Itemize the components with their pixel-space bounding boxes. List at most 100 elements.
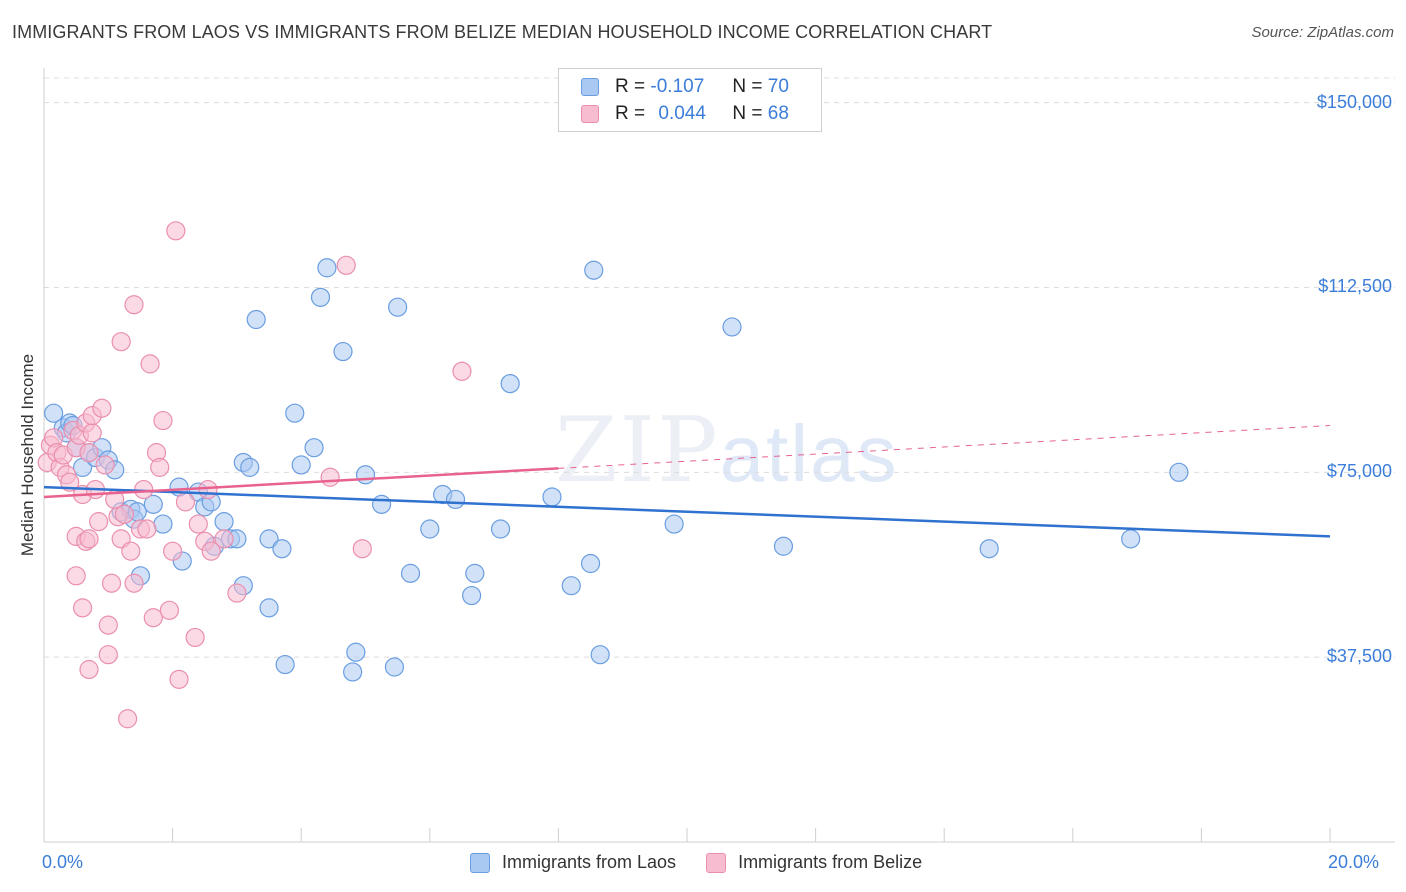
laos-point-66 (1169, 462, 1189, 482)
belize-n-label: N = (732, 103, 763, 124)
belize-point-14 (82, 423, 102, 443)
belize-point-19 (79, 529, 99, 549)
laos-point-25 (214, 512, 234, 532)
laos-swatch (581, 78, 599, 96)
y-tick-label-0: $37,500 (1326, 646, 1392, 667)
belize-point-49 (169, 669, 189, 689)
laos-n-value: 70 (767, 76, 789, 97)
laos-point-47 (388, 297, 408, 317)
belize-point-44 (150, 457, 170, 477)
laos-point-41 (333, 341, 353, 362)
laos-point-18 (153, 514, 173, 534)
series-legend-belize: Immigrants from Belize (706, 852, 922, 873)
belize-point-35 (121, 541, 141, 561)
belize-point-28 (101, 573, 122, 593)
belize-point-33 (114, 504, 134, 524)
laos-point-35 (275, 654, 295, 675)
laos-point-39 (310, 287, 331, 307)
belize-point-41 (140, 354, 160, 374)
belize-trend-line (43, 467, 559, 499)
laos-point-38 (304, 438, 324, 458)
laos-point-43 (346, 642, 366, 662)
belize-point-23 (89, 512, 109, 532)
belize-point-56 (214, 529, 234, 549)
belize-point-54 (198, 479, 218, 500)
watermark-atlas: atlas (719, 409, 899, 498)
laos-n-label: N = (732, 76, 763, 97)
chart-title: IMMIGRANTS FROM LAOS VS IMMIGRANTS FROM … (12, 22, 993, 42)
belize-trend-line-extension (558, 424, 1331, 469)
belize-point-40 (137, 519, 157, 539)
belize-point-46 (159, 600, 179, 620)
belize-point-32 (111, 332, 131, 352)
laos-point-62 (722, 317, 742, 337)
laos-point-34 (272, 539, 292, 559)
laos-point-58 (580, 553, 601, 574)
laos-point-54 (490, 519, 511, 539)
laos-point-46 (384, 657, 405, 677)
laos-point-44 (355, 465, 376, 485)
belize-r-label: R = (615, 103, 646, 124)
watermark: ZIPatlas (555, 398, 899, 503)
laos-point-65 (1121, 529, 1141, 549)
laos-point-56 (542, 487, 562, 507)
laos-point-60 (590, 645, 610, 665)
laos-r-label: R = (615, 76, 646, 97)
laos-point-55 (500, 374, 520, 394)
belize-point-59 (336, 255, 356, 275)
stats-legend: R = -0.107 N = 70 R = 0.044 N = 68 (558, 68, 822, 132)
laos-point-48 (400, 563, 421, 583)
laos-point-31 (246, 309, 266, 330)
belize-r-value: 0.044 (658, 103, 706, 124)
belize-point-42 (143, 608, 163, 628)
laos-point-63 (773, 536, 794, 556)
laos-point-45 (371, 494, 392, 514)
laos-point-51 (445, 489, 466, 510)
series-legend-laos: Immigrants from Laos (470, 852, 676, 873)
belize-point-52 (188, 514, 208, 534)
x-tick-label-max: 20.0% (1328, 852, 1380, 872)
belize-point-16 (66, 566, 86, 586)
belize-swatch (581, 105, 599, 123)
belize-point-58 (320, 467, 340, 487)
laos-r-value: -0.107 (650, 76, 705, 97)
belize-point-13 (79, 443, 99, 463)
belize-n-value: 68 (767, 103, 789, 124)
y-tick-label-2: $112,500 (1318, 276, 1392, 297)
laos-point-42 (343, 662, 363, 682)
y-axis-label: Median Household Income (18, 353, 37, 557)
laos-point-52 (461, 585, 482, 606)
belize-point-51 (185, 627, 205, 648)
laos-point-33 (259, 598, 279, 618)
laos-point-61 (664, 514, 684, 534)
laos-point-53 (465, 563, 485, 583)
laos-point-49 (420, 519, 440, 539)
y-tick-label-1: $75,000 (1326, 461, 1392, 482)
belize-point-17 (72, 598, 93, 618)
belize-point-25 (95, 455, 115, 475)
laos-point-37 (291, 455, 311, 475)
belize-point-26 (98, 615, 118, 635)
watermark-zip: ZIP (555, 398, 720, 503)
laos-point-0 (44, 403, 64, 423)
belize-point-24 (92, 398, 112, 418)
belize-point-36 (124, 573, 144, 593)
belize-point-27 (98, 645, 118, 665)
belize-point-57 (227, 583, 247, 603)
stats-legend-row-laos: R = -0.107 N = 70 (581, 75, 789, 99)
y-tick-label-3: $150,000 (1316, 91, 1392, 112)
belize-point-34 (117, 709, 138, 729)
laos-point-32 (259, 529, 279, 549)
laos-point-36 (285, 403, 305, 423)
source-credit: Source: ZipAtlas.com (1251, 24, 1394, 41)
series-legend-laos-label: Immigrants from Laos (502, 852, 677, 872)
series-legend: Immigrants from Laos Immigrants from Bel… (470, 852, 952, 873)
x-tick-label-min: 0.0% (42, 852, 84, 872)
laos-trend-line (43, 485, 1331, 538)
belize-point-55 (201, 541, 221, 561)
belize-point-50 (175, 492, 196, 512)
belize-point-60 (352, 539, 372, 559)
series-legend-belize-label: Immigrants from Belize (738, 852, 923, 872)
laos-point-57 (561, 576, 581, 596)
